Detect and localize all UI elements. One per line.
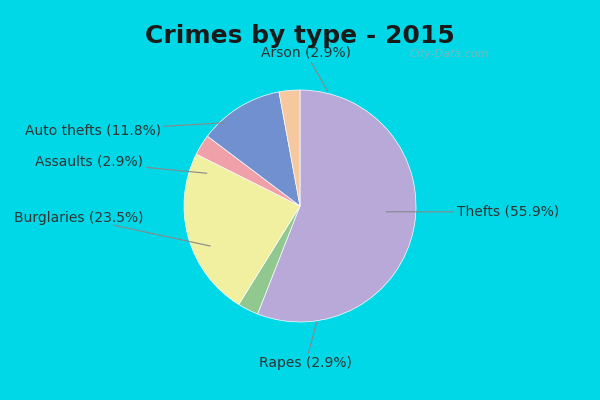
Wedge shape [208,92,300,206]
Text: City-Data.com: City-Data.com [410,50,490,60]
Wedge shape [196,136,300,206]
Wedge shape [184,154,300,304]
Text: Crimes by type - 2015: Crimes by type - 2015 [145,24,455,48]
Text: Assaults (2.9%): Assaults (2.9%) [35,155,207,173]
Wedge shape [239,206,300,314]
Text: Auto thefts (11.8%): Auto thefts (11.8%) [25,123,226,138]
Wedge shape [257,90,416,322]
Text: Rapes (2.9%): Rapes (2.9%) [259,322,352,370]
Wedge shape [279,90,300,206]
Text: Arson (2.9%): Arson (2.9%) [261,46,351,91]
Text: Burglaries (23.5%): Burglaries (23.5%) [14,210,210,246]
Text: Thefts (55.9%): Thefts (55.9%) [386,205,559,219]
